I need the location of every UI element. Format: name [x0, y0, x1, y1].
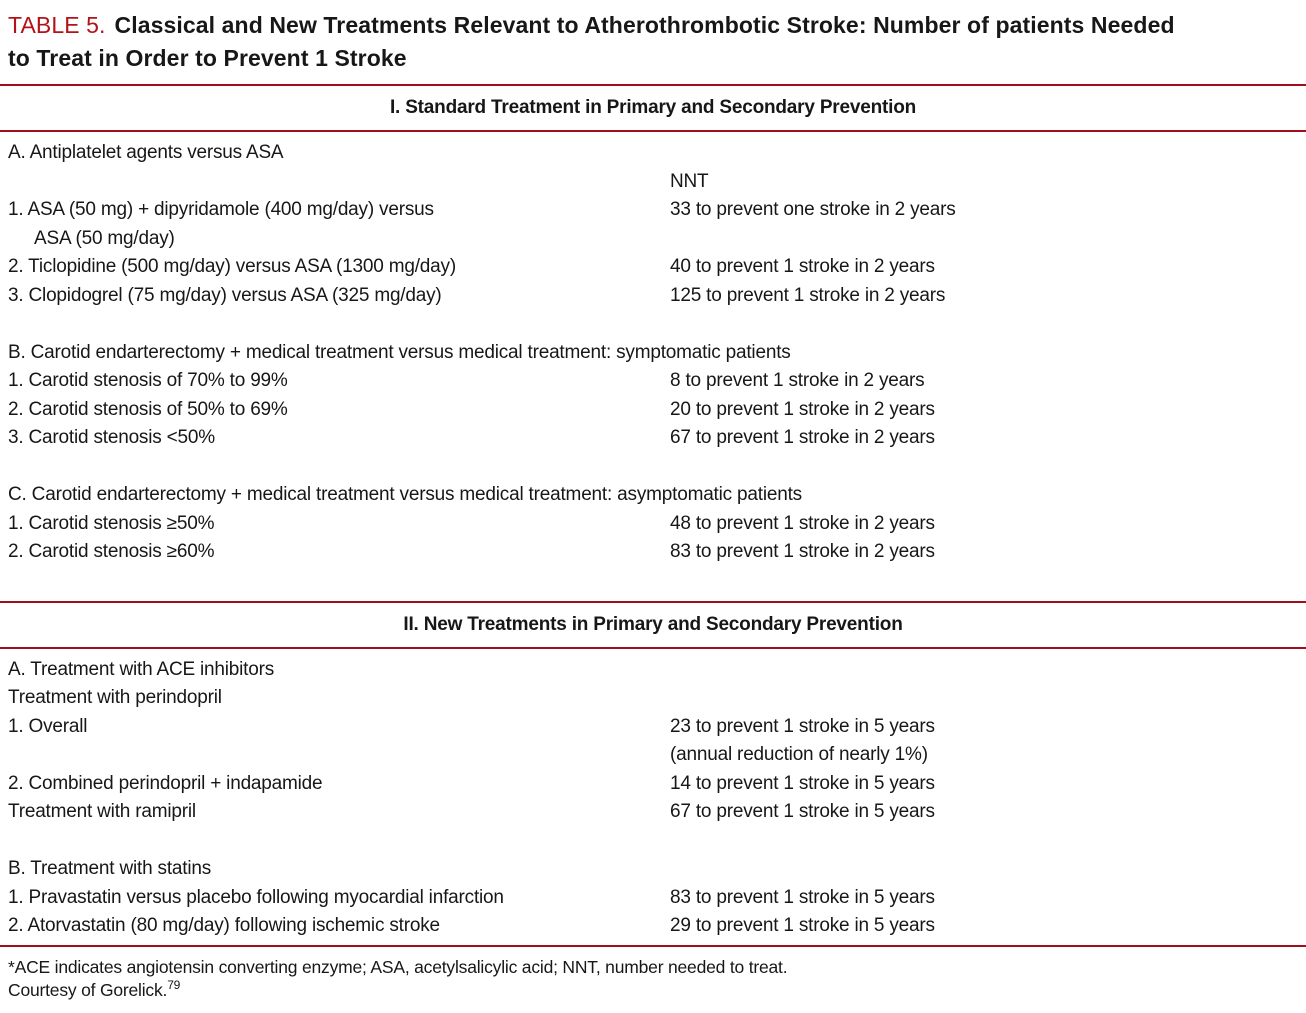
divider-rule: [0, 646, 1306, 649]
nnt-cell: 67 to prevent 1 stroke in 2 years: [670, 427, 935, 448]
table-row: 2. Carotid stenosis ≥60% 83 to prevent 1…: [0, 538, 1306, 567]
table-row: 2. Carotid stenosis of 50% to 69% 20 to …: [0, 396, 1306, 425]
footnote-abbreviations: *ACE indicates angiotensin converting en…: [8, 956, 788, 977]
nnt-cell: 125 to prevent 1 stroke in 2 years: [670, 284, 946, 306]
nnt-cell: 67 to prevent 1 stroke in 5 years: [670, 801, 935, 822]
treatment-cell: 2. Carotid stenosis ≥60%: [8, 541, 215, 562]
column-header-row: NNT: [0, 168, 1306, 197]
group-heading: A. Treatment with ACE inhibitors: [8, 658, 275, 680]
nnt-cell: 29 to prevent 1 stroke in 5 years: [670, 915, 935, 936]
table-footnote: *ACE indicates angiotensin converting en…: [0, 947, 1306, 1003]
table-row: Treatment with ramipril 67 to prevent 1 …: [0, 798, 1306, 827]
treatment-cell: 1. Pravastatin versus placebo following …: [8, 886, 504, 908]
row-spacer: [0, 827, 1306, 856]
treatment-cell: 1. Carotid stenosis ≥50%: [8, 512, 215, 534]
nnt-cell: 83 to prevent 1 stroke in 2 years: [670, 541, 935, 562]
table-row: 1. Pravastatin versus placebo following …: [0, 884, 1306, 913]
nnt-cell: 83 to prevent 1 stroke in 5 years: [670, 886, 935, 908]
divider-rule: [0, 600, 1306, 603]
treatment-cell: 3. Carotid stenosis <50%: [8, 427, 215, 448]
divider-rule: [0, 944, 1306, 947]
reference-superscript: 79: [167, 978, 181, 993]
table-row: 2. Combined perindopril + indapamide 14 …: [0, 770, 1306, 799]
table-row: 1. ASA (50 mg) + dipyridamole (400 mg/da…: [0, 196, 1306, 225]
group-heading-row: B. Carotid endarterectomy + medical trea…: [0, 339, 1306, 368]
nnt-cell: 40 to prevent 1 stroke in 2 years: [670, 256, 935, 277]
group-heading: C. Carotid endarterectomy + medical trea…: [8, 484, 802, 505]
sub-heading-row: Treatment with perindopril: [0, 684, 1306, 713]
section-2-header: II. New Treatments in Primary and Second…: [403, 613, 903, 635]
table-title-line2: to Treat in Order to Prevent 1 Stroke: [8, 45, 407, 71]
nnt-cell: 8 to prevent 1 stroke in 2 years: [670, 370, 925, 391]
group-heading-row: A. Antiplatelet agents versus ASA: [0, 139, 1306, 168]
treatment-cell: 1. Overall: [8, 715, 88, 737]
nnt-cell: 33 to prevent one stroke in 2 years: [670, 199, 956, 220]
table-row: 2. Ticlopidine (500 mg/day) versus ASA (…: [0, 253, 1306, 282]
treatment-cell: 2. Atorvastatin (80 mg/day) following is…: [8, 915, 440, 936]
table-row: 2. Atorvastatin (80 mg/day) following is…: [0, 912, 1306, 941]
treatment-cell: Treatment with ramipril: [8, 801, 196, 822]
nnt-cell: 20 to prevent 1 stroke in 2 years: [670, 398, 935, 420]
group-heading: B. Treatment with statins: [8, 858, 212, 879]
table-row-continuation: (annual reduction of nearly 1%): [0, 741, 1306, 770]
table-row-continuation: ASA (50 mg/day): [0, 225, 1306, 254]
nnt-cell: 14 to prevent 1 stroke in 5 years: [670, 772, 935, 794]
table-row: 1. Overall 23 to prevent 1 stroke in 5 y…: [0, 713, 1306, 742]
divider-rule: [0, 130, 1306, 132]
nnt-column-header: NNT: [670, 170, 709, 192]
treatment-cell: 2. Combined perindopril + indapamide: [8, 772, 323, 794]
divider-rule: [0, 84, 1306, 86]
group-heading-row: A. Treatment with ACE inhibitors: [0, 656, 1306, 685]
nnt-cell: 48 to prevent 1 stroke in 2 years: [670, 512, 935, 534]
nnt-note-cell: (annual reduction of nearly 1%): [670, 744, 928, 765]
section-1-header: I. Standard Treatment in Primary and Sec…: [389, 97, 917, 118]
section-2-table: A. Treatment with ACE inhibitors Treatme…: [0, 649, 1306, 941]
table-row: 3. Carotid stenosis <50% 67 to prevent 1…: [0, 424, 1306, 453]
section-gap: [0, 567, 1306, 601]
row-spacer: [0, 310, 1306, 339]
section-1-table: A. Antiplatelet agents versus ASA NNT 1.…: [0, 132, 1306, 567]
table-row: 3. Clopidogrel (75 mg/day) versus ASA (3…: [0, 282, 1306, 311]
treatment-cell: 3. Clopidogrel (75 mg/day) versus ASA (3…: [8, 284, 442, 306]
sub-heading: Treatment with perindopril: [8, 687, 222, 708]
treatment-cell: 2. Carotid stenosis of 50% to 69%: [8, 398, 288, 420]
row-spacer: [0, 453, 1306, 482]
table-title-line1: Classical and New Treatments Relevant to…: [114, 12, 1175, 38]
footnote-courtesy: Courtesy of Gorelick.79: [8, 978, 181, 1000]
treatment-cell: ASA (50 mg/day): [34, 227, 175, 249]
group-heading: B. Carotid endarterectomy + medical trea…: [8, 341, 791, 363]
table-row: 1. Carotid stenosis ≥50% 48 to prevent 1…: [0, 510, 1306, 539]
table-number-label: TABLE 5.: [8, 12, 106, 38]
treatment-cell: 2. Ticlopidine (500 mg/day) versus ASA (…: [8, 256, 456, 277]
table-title: TABLE 5. Classical and New Treatments Rel…: [0, 0, 1306, 77]
group-heading: A. Antiplatelet agents versus ASA: [8, 142, 284, 163]
nnt-cell: 23 to prevent 1 stroke in 5 years: [670, 715, 935, 737]
table-row: 1. Carotid stenosis of 70% to 99% 8 to p…: [0, 367, 1306, 396]
group-heading-row: C. Carotid endarterectomy + medical trea…: [0, 481, 1306, 510]
treatment-cell: 1. Carotid stenosis of 70% to 99%: [8, 370, 288, 391]
group-heading-row: B. Treatment with statins: [0, 855, 1306, 884]
treatment-cell: 1. ASA (50 mg) + dipyridamole (400 mg/da…: [8, 199, 434, 220]
